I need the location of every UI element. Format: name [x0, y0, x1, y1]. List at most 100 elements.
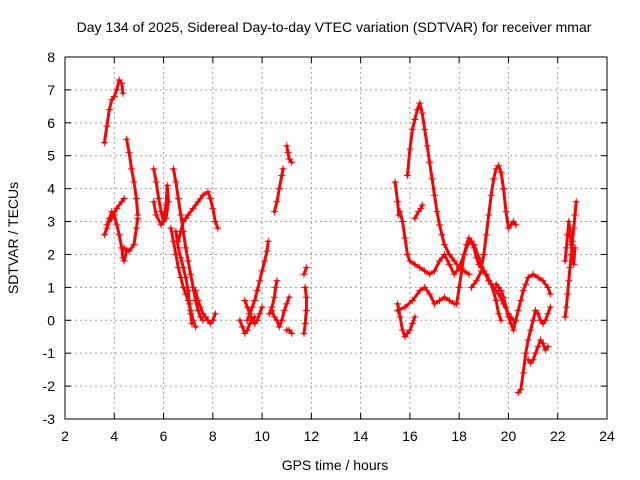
- series-s10: [174, 188, 222, 245]
- data-point: [408, 297, 416, 305]
- data-point: [566, 264, 574, 272]
- data-point: [468, 283, 475, 291]
- data-point: [567, 241, 575, 249]
- data-point: [571, 211, 579, 219]
- data-point: [571, 244, 579, 252]
- data-point: [103, 221, 111, 229]
- data-point: [155, 195, 163, 203]
- data-point: [177, 254, 185, 262]
- data-point: [517, 385, 525, 393]
- data-point: [152, 211, 160, 219]
- y-tick-label: 2: [47, 246, 55, 262]
- data-point: [564, 290, 572, 298]
- data-point: [492, 297, 500, 305]
- series-s1: [100, 208, 131, 265]
- data-point: [302, 293, 310, 301]
- data-point: [406, 257, 414, 265]
- x-tick-label: 18: [451, 428, 467, 444]
- series-trace: [125, 137, 140, 217]
- data-point: [396, 208, 404, 216]
- data-point: [401, 234, 409, 242]
- series-s25: [411, 201, 426, 222]
- series-s31: [514, 303, 554, 397]
- data-point: [440, 250, 448, 258]
- data-point: [416, 287, 424, 295]
- data-point: [288, 329, 296, 337]
- data-point: [177, 211, 185, 219]
- data-point: [490, 175, 498, 183]
- data-point: [270, 208, 278, 216]
- data-point: [209, 204, 217, 212]
- y-tick-label: 5: [47, 148, 55, 164]
- series-s22: [391, 178, 414, 265]
- data-point: [507, 320, 515, 328]
- data-point: [408, 320, 416, 328]
- y-tick-label: 8: [47, 49, 55, 65]
- data-point: [300, 329, 308, 337]
- data-point: [258, 303, 266, 311]
- series-s20: [300, 283, 310, 337]
- data-point: [497, 168, 505, 176]
- data-point: [125, 247, 133, 255]
- x-tick-label: 10: [254, 428, 270, 444]
- data-point: [253, 316, 261, 324]
- data-point: [450, 257, 458, 265]
- data-point: [288, 158, 296, 166]
- data-point: [394, 306, 402, 314]
- data-point: [411, 116, 419, 124]
- series-s34: [561, 218, 579, 268]
- data-point: [524, 273, 532, 281]
- data-point: [562, 303, 570, 311]
- x-tick-label: 22: [550, 428, 566, 444]
- data-point: [256, 310, 264, 318]
- data-point: [445, 260, 453, 268]
- data-point: [300, 270, 308, 278]
- data-point: [509, 326, 517, 334]
- data-point: [150, 198, 158, 206]
- data-point: [113, 86, 121, 94]
- y-tick-label: 1: [47, 279, 55, 295]
- data-point: [539, 339, 547, 347]
- data-point: [246, 310, 254, 318]
- data-point: [184, 257, 192, 265]
- data-point: [546, 290, 554, 298]
- data-point: [164, 198, 172, 206]
- data-point: [482, 231, 490, 239]
- data-point: [251, 297, 259, 305]
- data-point: [172, 250, 180, 258]
- series-s32: [524, 336, 552, 367]
- data-point: [209, 316, 217, 324]
- data-point: [179, 283, 187, 291]
- data-point: [268, 306, 276, 314]
- x-tick-label: 14: [353, 428, 369, 444]
- data-point: [546, 303, 554, 311]
- data-point: [204, 188, 212, 196]
- data-point: [125, 148, 133, 156]
- data-point: [480, 250, 488, 258]
- data-point: [440, 241, 448, 249]
- data-point: [497, 287, 505, 295]
- data-point: [401, 303, 409, 311]
- x-tick-label: 20: [501, 428, 517, 444]
- data-point: [110, 92, 118, 100]
- data-point: [163, 181, 171, 189]
- data-point: [150, 165, 158, 173]
- data-point: [411, 260, 419, 268]
- data-point: [566, 227, 574, 235]
- data-point: [403, 250, 411, 258]
- data-point: [184, 287, 192, 295]
- data-point: [421, 125, 429, 133]
- data-point: [487, 191, 495, 199]
- data-point: [472, 254, 480, 262]
- data-point: [132, 224, 140, 232]
- data-point: [435, 221, 443, 229]
- data-point: [482, 270, 490, 278]
- y-tick-label: -1: [43, 345, 56, 361]
- data-point: [174, 237, 182, 245]
- data-point: [211, 218, 219, 226]
- x-tick-label: 16: [402, 428, 418, 444]
- data-point: [185, 300, 193, 308]
- data-point: [460, 250, 468, 258]
- data-point: [273, 277, 281, 285]
